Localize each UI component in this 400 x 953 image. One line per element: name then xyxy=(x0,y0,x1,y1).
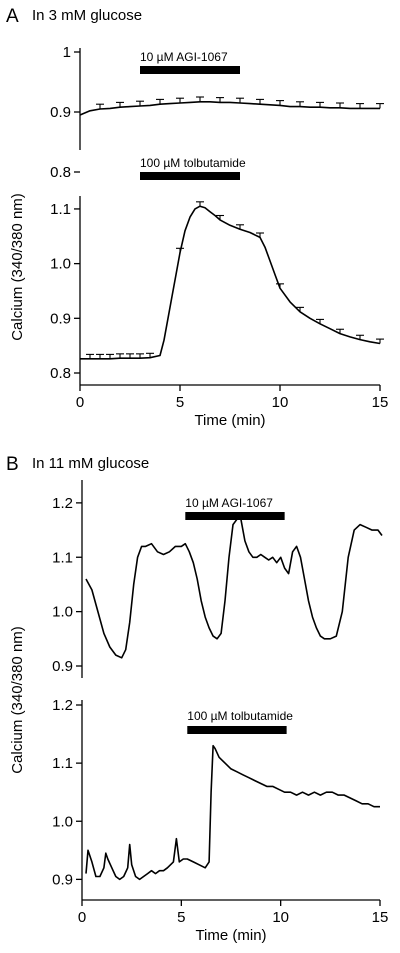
y-tick-label: 1.0 xyxy=(52,813,73,830)
y-tick-label: 1.2 xyxy=(52,697,73,714)
x-tick-label: 5 xyxy=(176,394,184,411)
y-tick-label: 1.1 xyxy=(52,755,73,772)
data-trace xyxy=(80,205,381,360)
y-tick-label: 1 xyxy=(63,44,71,61)
y-tick-label: 0.9 xyxy=(52,871,73,888)
panel-a-letter: A xyxy=(6,6,19,27)
x-axis-title: Time (min) xyxy=(195,927,266,944)
x-tick-label: 15 xyxy=(372,909,389,926)
x-tick-label: 10 xyxy=(272,394,289,411)
drug-bar xyxy=(187,726,287,734)
y-tick-label: 1.1 xyxy=(50,201,71,218)
x-tick-label: 0 xyxy=(76,394,84,411)
y-tick-label: 1.2 xyxy=(52,495,73,512)
drug-label: 10 µM AGI-1067 xyxy=(185,496,273,510)
data-trace xyxy=(85,518,383,659)
y-tick-label: 1.1 xyxy=(52,549,73,566)
data-trace xyxy=(79,101,380,116)
drug-bar xyxy=(140,66,240,74)
drug-bar xyxy=(185,512,285,520)
y-tick-label: 0.9 xyxy=(52,658,73,675)
panel-b-title: In 11 mM glucose xyxy=(32,455,149,472)
drug-bar xyxy=(140,172,240,180)
x-tick-label: 15 xyxy=(372,394,389,411)
x-tick-label: 10 xyxy=(272,909,289,926)
y-tick-label: 1.0 xyxy=(50,256,71,273)
y-tick-label: 0.9 xyxy=(50,310,71,327)
y-tick-label: 1.0 xyxy=(52,604,73,621)
drug-label: 100 µM tolbutamide xyxy=(187,709,293,723)
chart-b-tolbutamide: 0.9 1.0 1.1 1.2 0 5 10 15 Time (min) 100 µM tolbu… xyxy=(52,697,388,944)
x-tick-label: 5 xyxy=(177,909,185,926)
data-trace xyxy=(85,744,380,881)
drug-label: 100 µM tolbutamide xyxy=(140,156,246,170)
chart-b-agi: 0.9 1.0 1.1 1.2 10 µM AGI-1067 xyxy=(52,480,383,678)
drug-label: 10 µM AGI-1067 xyxy=(140,50,228,64)
y-tick-label: 0.9 xyxy=(50,104,71,121)
x-axis-title: Time (min) xyxy=(194,412,265,429)
panel-b-letter: B xyxy=(6,454,19,475)
y-tick-label: 0.8 xyxy=(50,365,71,382)
panel-b-y-axis-title: Calcium (340/380 nm) xyxy=(9,626,26,774)
panel-a-title: In 3 mM glucose xyxy=(32,7,142,24)
y-tick-label: 0.8 xyxy=(50,164,71,181)
chart-a-tolbutamide: 0.8 0.9 1.0 1.1 0 5 10 15 Time (min) 100 µM tolbu… xyxy=(50,156,388,429)
chart-a-agi: 0.8 0.9 1 10 µM AGI-1067 xyxy=(50,44,384,181)
x-tick-label: 0 xyxy=(78,909,86,926)
panel-a-y-axis-title: Calcium (340/380 nm) xyxy=(9,193,26,341)
